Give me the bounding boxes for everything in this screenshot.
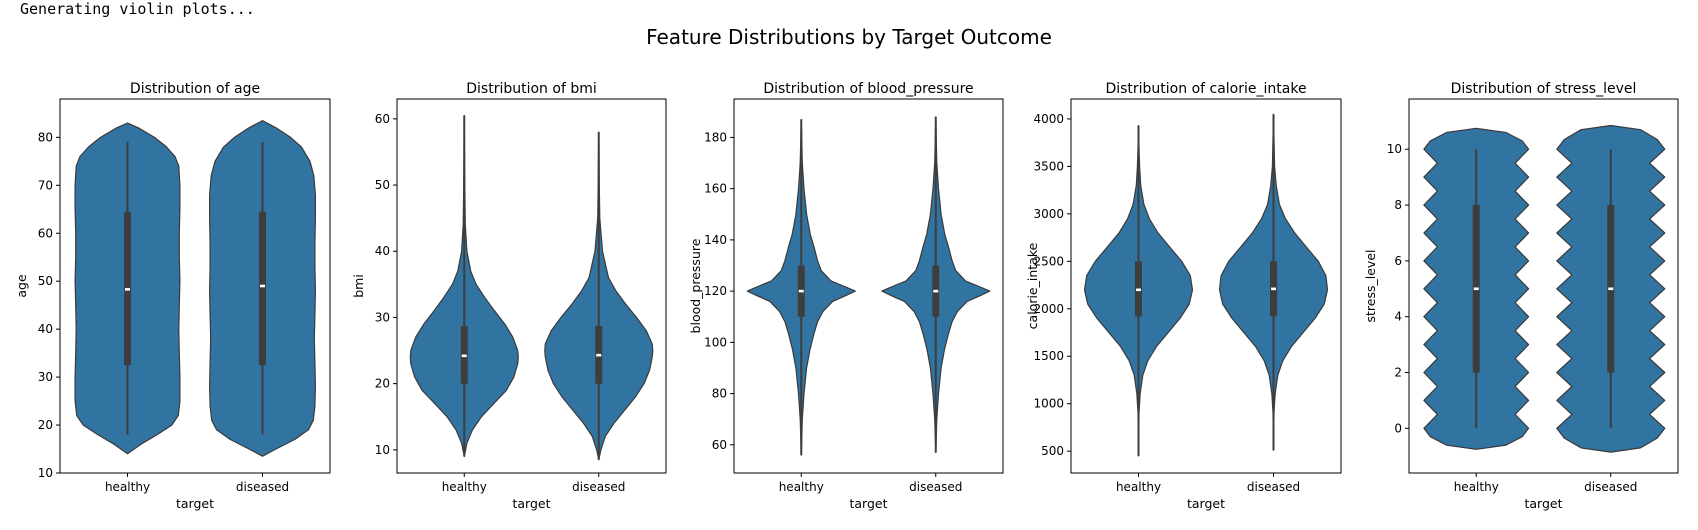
y-tick-label: 10: [1387, 142, 1402, 156]
y-tick-label: 160: [704, 182, 727, 196]
y-tick-label: 140: [704, 233, 727, 247]
x-axis-label: target: [849, 496, 887, 511]
console-output: Generating violin plots...: [20, 0, 255, 18]
violin-median: [1271, 287, 1276, 291]
x-tick-label: diseased: [1584, 480, 1637, 494]
y-tick-label: 4: [1394, 310, 1402, 324]
y-tick-label: 8: [1394, 198, 1402, 212]
panel-title: Distribution of calorie_intake: [1105, 81, 1306, 97]
axes-frame: [1070, 98, 1342, 474]
y-tick-label: 6: [1394, 254, 1402, 268]
y-tick-label: 40: [38, 322, 53, 336]
axes-frame: [59, 98, 331, 474]
violin-median: [461, 354, 467, 358]
axes-frame: [1408, 98, 1679, 474]
violin-panel: Distribution of bmi 10 20 30 40 50 60 healthy di…: [351, 81, 667, 511]
violin-panel: Distribution of blood_pressure 60 80 100 120…: [688, 81, 1004, 511]
y-tick-label: 40: [375, 244, 390, 258]
y-tick-label: 60: [38, 226, 53, 240]
x-tick-label: diseased: [236, 480, 289, 494]
y-tick-label: 2: [1394, 366, 1402, 380]
y-axis-label: age: [14, 274, 29, 298]
x-axis-label: target: [512, 496, 550, 511]
axes-frame: [733, 98, 1004, 474]
y-tick-label: 120: [704, 284, 727, 298]
y-tick-label: 180: [704, 130, 727, 144]
y-tick-label: 2500: [1033, 254, 1064, 268]
y-tick-label: 100: [704, 335, 727, 349]
violin-median: [1136, 288, 1141, 292]
x-tick-label: diseased: [1247, 480, 1300, 494]
x-axis-label: target: [1187, 496, 1225, 511]
y-axis-label: stress_level: [1363, 250, 1378, 323]
violin-iqr-box: [259, 211, 266, 366]
y-tick-label: 80: [712, 387, 727, 401]
y-axis-label: calorie_intake: [1025, 242, 1040, 329]
violin-panel: Distribution of age 10 20 30 40 50 60 70 80 healt…: [14, 81, 331, 511]
y-tick-label: 60: [712, 438, 727, 452]
violin-median: [798, 289, 804, 293]
y-tick-label: 20: [38, 418, 53, 432]
axes-frame: [396, 98, 667, 474]
violin-median: [1608, 287, 1614, 291]
y-tick-label: 30: [375, 310, 390, 324]
x-tick-label: healthy: [105, 480, 150, 494]
y-tick-label: 10: [375, 443, 390, 457]
y-axis-label: bmi: [351, 274, 366, 298]
y-tick-label: 0: [1394, 421, 1402, 435]
x-tick-label: healthy: [1116, 480, 1161, 494]
x-tick-label: diseased: [909, 480, 962, 494]
x-tick-label: healthy: [1454, 480, 1499, 494]
x-axis-label: target: [176, 496, 214, 511]
y-tick-label: 20: [375, 377, 390, 391]
y-tick-label: 50: [375, 178, 390, 192]
x-tick-label: diseased: [572, 480, 625, 494]
y-axis-label: blood_pressure: [688, 238, 703, 333]
y-tick-label: 500: [1041, 444, 1064, 458]
y-tick-label: 30: [38, 370, 53, 384]
y-tick-label: 70: [38, 178, 53, 192]
violin-median: [260, 284, 265, 288]
panel-title: Distribution of blood_pressure: [763, 81, 973, 97]
panel-title: Distribution of stress_level: [1451, 81, 1637, 97]
y-tick-label: 60: [375, 112, 390, 126]
x-axis-label: target: [1524, 496, 1562, 511]
y-tick-label: 10: [38, 466, 53, 480]
violin-panel: Distribution of stress_level 0 2 4 6 8 10 healt…: [1363, 81, 1679, 511]
y-tick-label: 1500: [1033, 349, 1064, 363]
y-tick-label: 1000: [1033, 397, 1064, 411]
y-tick-label: 50: [38, 274, 53, 288]
y-tick-label: 4000: [1033, 112, 1064, 126]
violin-median: [125, 288, 130, 291]
panel-title: Distribution of age: [130, 81, 260, 97]
violin-median: [933, 289, 939, 293]
figure-title: Feature Distributions by Target Outcome: [646, 25, 1052, 49]
y-tick-label: 2000: [1033, 302, 1064, 316]
violin-panel: Distribution of calorie_intake 500 1000 150…: [1025, 81, 1342, 511]
y-tick-label: 80: [38, 130, 53, 144]
y-tick-label: 3500: [1033, 159, 1064, 173]
violin-median: [596, 353, 602, 357]
panel-title: Distribution of bmi: [466, 81, 596, 97]
y-tick-label: 3000: [1033, 207, 1064, 221]
x-tick-label: healthy: [442, 480, 487, 494]
violin-median: [1473, 287, 1479, 291]
x-tick-label: healthy: [779, 480, 824, 494]
